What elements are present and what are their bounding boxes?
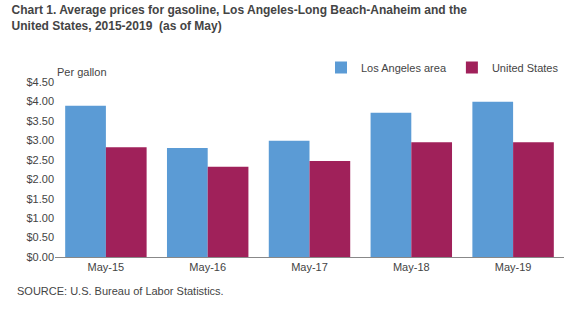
svg-text:May-15: May-15: [88, 261, 125, 273]
svg-text:May-19: May-19: [495, 261, 532, 273]
svg-text:$4.00: $4.00: [26, 95, 54, 107]
svg-text:$1.50: $1.50: [26, 193, 54, 205]
svg-text:Los Angeles area: Los Angeles area: [361, 62, 447, 74]
svg-text:May-17: May-17: [291, 261, 328, 273]
svg-text:$0.00: $0.00: [26, 251, 54, 263]
svg-text:Per gallon: Per gallon: [57, 66, 107, 78]
svg-text:$2.00: $2.00: [26, 173, 54, 185]
svg-text:Chart 1. Average prices for ga: Chart 1. Average prices for gasoline, Lo…: [12, 3, 468, 33]
svg-text:May-16: May-16: [189, 261, 226, 273]
svg-text:$4.50: $4.50: [26, 76, 54, 88]
svg-text:United States: United States: [492, 62, 559, 74]
svg-text:$1.00: $1.00: [26, 212, 54, 224]
svg-text:$0.50: $0.50: [26, 231, 54, 243]
svg-text:$2.50: $2.50: [26, 154, 54, 166]
svg-text:$3.00: $3.00: [26, 134, 54, 146]
svg-text:May-18: May-18: [393, 261, 430, 273]
svg-text:$3.50: $3.50: [26, 115, 54, 127]
svg-text:SOURCE: U.S. Bureau of Labor S: SOURCE: U.S. Bureau of Labor Statistics.: [17, 285, 224, 297]
